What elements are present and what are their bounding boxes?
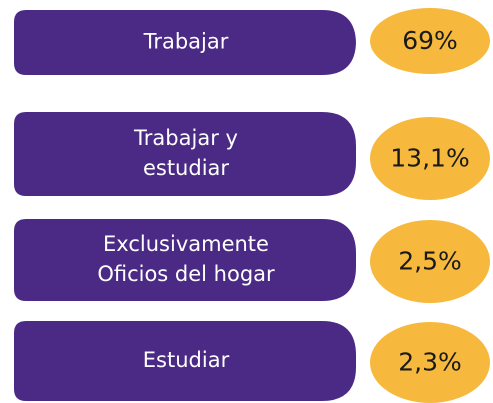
label-text: Estudiar [143, 348, 230, 372]
value-badge [370, 8, 490, 74]
label-text: Exclusivamente [103, 232, 269, 256]
value-badge [370, 322, 490, 403]
label-text: Trabajar [143, 30, 229, 54]
item: Trabajar y estudiar 13,1% [14, 112, 490, 200]
value-badge [370, 220, 490, 303]
value-text: 69% [402, 26, 458, 55]
item: Estudiar 2,3% [14, 321, 490, 403]
value-badge [370, 117, 490, 200]
value-text: 13,1% [390, 144, 469, 173]
label-text: Trabajar y [133, 126, 238, 150]
label-text: estudiar [143, 156, 229, 180]
item: Trabajar 69% [14, 8, 490, 75]
label-box [14, 10, 356, 75]
item: Exclusivamente Oficios del hogar 2,5% [14, 219, 490, 303]
value-text: 2,5% [398, 247, 462, 276]
label-text: Oficios del hogar [97, 262, 275, 286]
value-text: 2,3% [398, 348, 462, 377]
label-box [14, 321, 356, 401]
label-box [14, 219, 356, 301]
label-box [14, 112, 356, 196]
